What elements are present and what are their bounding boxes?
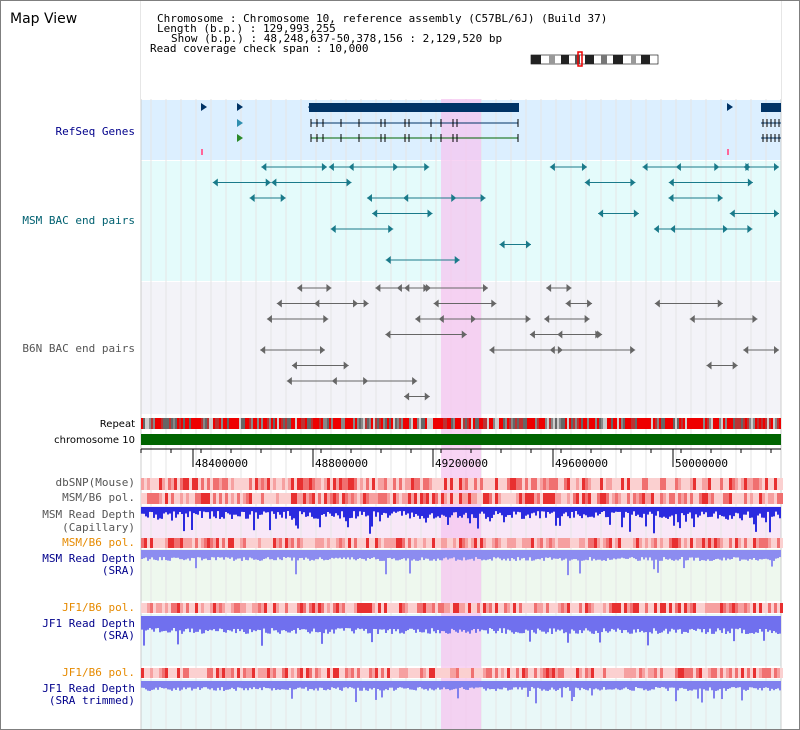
axis-tick-label: 49200000 xyxy=(435,457,488,470)
chromosome-info: Chromosome : Chromosome 10, reference as… xyxy=(157,12,607,25)
label-msm-pol: MSM/B6 pol. xyxy=(62,491,135,504)
position-axis: 48400000 48800000 49200000 49600000 50000000 xyxy=(140,449,772,470)
label-jf1-depth-trim: JF1 Read Depth xyxy=(42,682,135,695)
label-dbsnp: dbSNP(Mouse) xyxy=(56,476,135,489)
b6n-bac-pairs-track[interactable] xyxy=(260,284,779,401)
axis-tick-label: 48400000 xyxy=(195,457,248,470)
label-msm-depth-sra-sub: (SRA) xyxy=(102,564,135,577)
refseq-genes-track[interactable] xyxy=(201,103,781,155)
label-b6n-bac: B6N BAC end pairs xyxy=(22,342,135,355)
page-title: Map View xyxy=(10,11,77,27)
label-msm-pol-2: MSM/B6 pol. xyxy=(62,536,135,549)
coverage-span-info: Read coverage check span : 10,000 xyxy=(150,42,369,55)
axis-tick-label: 48800000 xyxy=(315,457,368,470)
depth-tracks xyxy=(141,507,781,704)
show-range-info: Show (b.p.) : 48,248,637-50,378,156 : 2,… xyxy=(171,32,502,45)
label-jf1-pol: JF1/B6 pol. xyxy=(62,601,135,614)
label-jf1-depth-sra-sub: (SRA) xyxy=(102,629,135,642)
axis-tick-label: 50000000 xyxy=(675,457,728,470)
label-repeat: Repeat xyxy=(100,419,135,430)
label-jf1-depth-trim-sub: (SRA trimmed) xyxy=(49,694,135,707)
label-jf1-pol-2: JF1/B6 pol. xyxy=(62,666,135,679)
label-msm-depth-cap-sub: (Capillary) xyxy=(62,521,135,534)
label-msm-depth-sra: MSM Read Depth xyxy=(42,552,135,565)
label-jf1-depth-sra: JF1 Read Depth xyxy=(42,617,135,630)
chromosome-ideogram[interactable] xyxy=(530,51,659,67)
repeat-marks xyxy=(141,418,781,429)
label-msm-depth-cap: MSM Read Depth xyxy=(42,508,135,521)
chromosome-bar[interactable] xyxy=(141,434,781,445)
msm-bac-pairs-track[interactable] xyxy=(212,163,779,264)
label-chromosome: chromosome 10 xyxy=(54,435,135,446)
info-background xyxy=(141,1,781,99)
length-info: Length (b.p.) : 129,993,255 xyxy=(157,22,336,35)
heat-tracks xyxy=(141,478,783,678)
label-refseq: RefSeq Genes xyxy=(56,125,135,138)
label-msm-bac: MSM BAC end pairs xyxy=(22,214,135,227)
axis-tick-label: 49600000 xyxy=(555,457,608,470)
